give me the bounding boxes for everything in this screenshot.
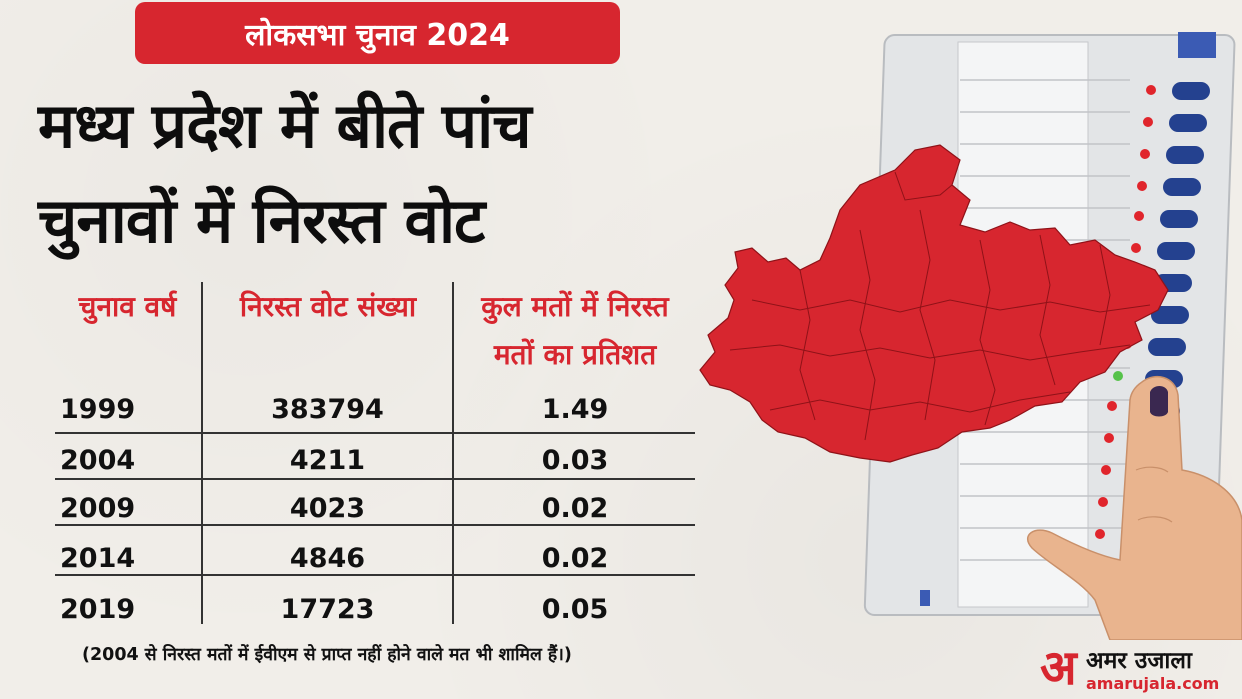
row-divider <box>55 574 695 576</box>
header-percent-line-1: कुल मतों में निरस्त <box>481 290 669 323</box>
publisher-logo: अ अमर उजाला amarujala.com <box>1040 644 1240 696</box>
row-divider <box>55 524 695 526</box>
header-year: चुनाव वर्ष <box>78 290 177 323</box>
headline-line-2: चुनावों में निरस्त वोट <box>38 184 485 257</box>
cell-year: 1999 <box>60 394 136 425</box>
rejected-votes-table: चुनाव वर्ष निरस्त वोट संख्या कुल मतों मे… <box>55 282 695 627</box>
cell-year: 2009 <box>60 493 136 524</box>
header-count: निरस्त वोट संख्या <box>239 290 417 323</box>
voting-finger-icon <box>1026 375 1242 640</box>
category-badge: लोकसभा चुनाव 2024 <box>135 2 620 64</box>
row-divider <box>55 432 695 434</box>
cell-percent: 0.02 <box>541 493 609 524</box>
cell-year: 2004 <box>60 445 136 476</box>
column-divider-1 <box>201 282 203 624</box>
madhya-pradesh-map-icon <box>699 144 1169 463</box>
headline-line-1: मध्य प्रदेश में बीते पांच <box>38 89 532 162</box>
header-percent-line-2: मतों का प्रतिशत <box>493 338 657 371</box>
cell-count: 17723 <box>280 594 375 625</box>
cell-count: 4023 <box>289 493 366 524</box>
cell-count: 4211 <box>289 445 366 476</box>
cell-count: 4846 <box>289 543 366 574</box>
cell-percent: 0.05 <box>541 594 609 625</box>
footnote: (2004 से निरस्त मतों में ईवीएम से प्राप्… <box>82 645 572 665</box>
illustration <box>699 32 1242 640</box>
cell-percent: 0.03 <box>541 445 609 476</box>
cell-percent: 0.02 <box>541 543 609 574</box>
logo-mark: अ <box>1040 640 1077 696</box>
row-divider <box>55 478 695 480</box>
column-divider-2 <box>452 282 454 624</box>
cell-year: 2014 <box>60 543 136 574</box>
logo-name: अमर उजाला <box>1086 648 1192 674</box>
cell-percent: 1.49 <box>541 394 609 425</box>
cell-year: 2019 <box>60 594 136 625</box>
cell-count: 383794 <box>271 394 384 425</box>
logo-url: amarujala.com <box>1086 674 1220 693</box>
